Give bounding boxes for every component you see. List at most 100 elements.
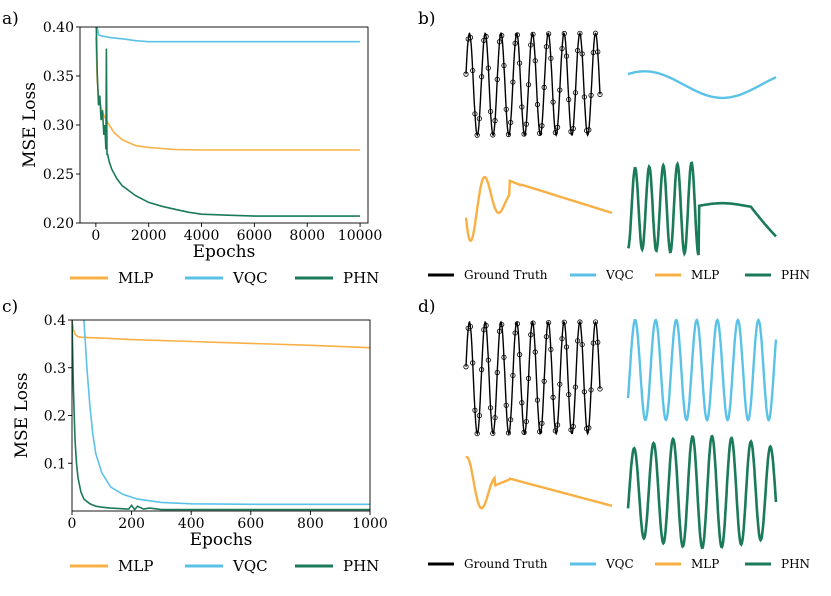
ground-truth-marker	[554, 124, 561, 130]
legend-label-ground-truth: Ground Truth	[464, 268, 548, 282]
ground-truth-marker	[490, 132, 496, 138]
ground-truth-marker	[516, 60, 523, 66]
ground-truth-marker	[572, 384, 579, 390]
ground-truth-marker	[539, 123, 545, 129]
ground-truth-marker	[474, 132, 480, 138]
y-axis-label: MSE Loss	[20, 82, 40, 168]
ground-truth-marker	[523, 121, 529, 127]
ground-truth-marker	[485, 65, 491, 71]
ground-truth-marker	[588, 387, 594, 393]
ground-truth-marker	[566, 391, 572, 398]
ground-truth-marker	[519, 104, 525, 110]
x-tick-label: 10000	[338, 228, 383, 244]
legend-label-mlp: MLP	[691, 557, 719, 571]
ground-truth-marker	[514, 321, 520, 327]
legend-label-ground-truth: Ground Truth	[464, 557, 548, 571]
ground-truth-marker	[572, 90, 579, 96]
ground-truth-marker	[530, 320, 536, 326]
ground-truth-marker	[494, 369, 500, 376]
ground-truth-marker	[499, 321, 505, 328]
ground-truth-marker	[503, 402, 509, 408]
ground-truth-marker	[483, 33, 489, 40]
ground-truth-marker	[597, 386, 603, 392]
panel-label-a: a)	[2, 9, 19, 29]
plot-c-loss-curves: 0 200 400 600 800 1000 0.1 0.2 0.3 0.4 Epochs MSE L…	[12, 313, 388, 575]
ground-truth-marker	[543, 44, 550, 50]
x-tick-label: 0	[68, 516, 77, 532]
series-vqc-line	[96, 27, 361, 43]
ground-truth-marker	[485, 357, 491, 363]
legend-label-phn: PHN	[781, 268, 810, 282]
ground-truth-marker	[581, 389, 587, 395]
ground-truth-marker	[496, 39, 503, 45]
ground-truth-marker	[588, 92, 594, 98]
ground-truth-marker	[581, 94, 587, 100]
ground-truth-marker	[532, 349, 538, 355]
ground-truth-marker	[505, 430, 512, 436]
legend-label-mlp: MLP	[691, 268, 719, 282]
ground-truth-marker	[550, 394, 556, 400]
ground-truth-marker	[487, 108, 494, 115]
y-tick-label: 0.4	[44, 313, 66, 329]
x-tick-label: 2000	[131, 228, 167, 244]
ground-truth-marker	[583, 426, 590, 432]
ground-truth-marker	[548, 55, 554, 61]
ground-truth-marker	[505, 131, 512, 138]
ground-truth-marker	[592, 319, 599, 325]
axes-frame	[79, 26, 369, 224]
y-tick-label: 0.35	[43, 69, 74, 85]
ground-truth-marker	[577, 319, 583, 325]
ground-truth-marker	[541, 378, 547, 384]
legend-label-vqc: VQC	[232, 269, 268, 287]
series-mlp-line	[72, 320, 370, 349]
ground-truth-marker	[554, 422, 561, 428]
ground-truth-marker	[552, 129, 558, 136]
ground-truth-marker	[481, 327, 487, 333]
panel-label-d: d)	[418, 297, 436, 317]
ground-truth-marker	[563, 344, 570, 350]
legend-label-vqc: VQC	[605, 557, 634, 571]
ground-truth-line	[465, 320, 601, 436]
ground-truth-marker	[537, 130, 543, 136]
y-tick-label: 0.40	[43, 20, 74, 36]
ground-truth-marker	[579, 341, 585, 348]
x-tick-label: 6000	[237, 228, 273, 244]
ground-truth-marker	[490, 430, 496, 436]
x-tick-label: 800	[297, 516, 324, 532]
y-tick-label: 0.20	[43, 216, 74, 232]
legend-label-mlp: MLP	[118, 557, 153, 575]
ground-truth-marker	[483, 322, 489, 329]
ground-truth-marker	[559, 336, 565, 342]
ground-truth-marker	[586, 425, 592, 431]
ground-truth-marker	[476, 116, 482, 122]
panel-label-c: c)	[2, 297, 18, 317]
y-tick-label: 0.25	[43, 167, 74, 183]
plot-a-loss-curves: 0 2000 4000 6000 8000 10000 0.20 0.25 0.30 0.35 0.…	[20, 20, 383, 287]
x-tick-label: 600	[237, 516, 264, 532]
ground-truth-marker	[525, 375, 532, 381]
ground-truth-marker	[597, 91, 603, 97]
x-tick-label: 1000	[352, 516, 388, 532]
ground-truth-marker	[470, 360, 476, 366]
ground-truth-marker	[472, 407, 478, 413]
vqc-fit-line	[627, 70, 777, 100]
ground-truth-marker	[467, 323, 474, 330]
legend-label-phn: PHN	[343, 557, 379, 575]
series-vqc-line	[83, 320, 370, 506]
mlp-fit-line	[464, 175, 613, 243]
ground-truth-marker	[595, 339, 601, 345]
ground-truth-marker	[492, 415, 498, 421]
y-tick-label: 0.1	[44, 456, 66, 472]
ground-truth-marker	[521, 131, 527, 137]
ground-truth-marker	[472, 111, 478, 117]
legend-label-vqc: VQC	[232, 557, 268, 575]
y-axis-label: MSE Loss	[12, 373, 32, 459]
axes-frame	[71, 319, 371, 512]
ground-truth-marker	[561, 30, 567, 37]
ground-truth-marker	[539, 420, 545, 426]
ground-truth-marker	[481, 37, 487, 43]
ground-truth-marker	[512, 40, 518, 46]
ground-truth-marker	[467, 34, 474, 41]
ground-truth-marker	[510, 79, 516, 85]
